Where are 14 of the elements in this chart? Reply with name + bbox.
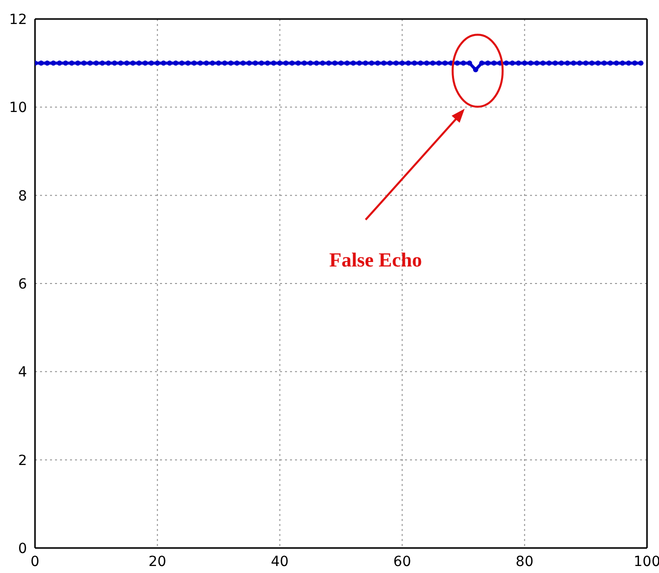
y-tick-label: 4 [18, 364, 28, 381]
x-tick-label: 80 [516, 554, 534, 570]
x-tick-label: 60 [393, 554, 412, 570]
x-tick-label: 20 [148, 554, 166, 570]
y-tick-label: 10 [9, 100, 27, 116]
x-tick-label: 100 [634, 554, 659, 570]
y-tick-label: 2 [18, 452, 27, 469]
x-tick-label: 40 [270, 554, 289, 570]
annotation: False Echo [329, 250, 422, 272]
y-tick-label: 12 [9, 12, 27, 28]
x-tick-label: 0 [30, 554, 40, 570]
y-tick-label: 6 [18, 276, 28, 292]
y-tick-label: 0 [18, 540, 27, 557]
y-tick-label: 8 [18, 188, 27, 204]
